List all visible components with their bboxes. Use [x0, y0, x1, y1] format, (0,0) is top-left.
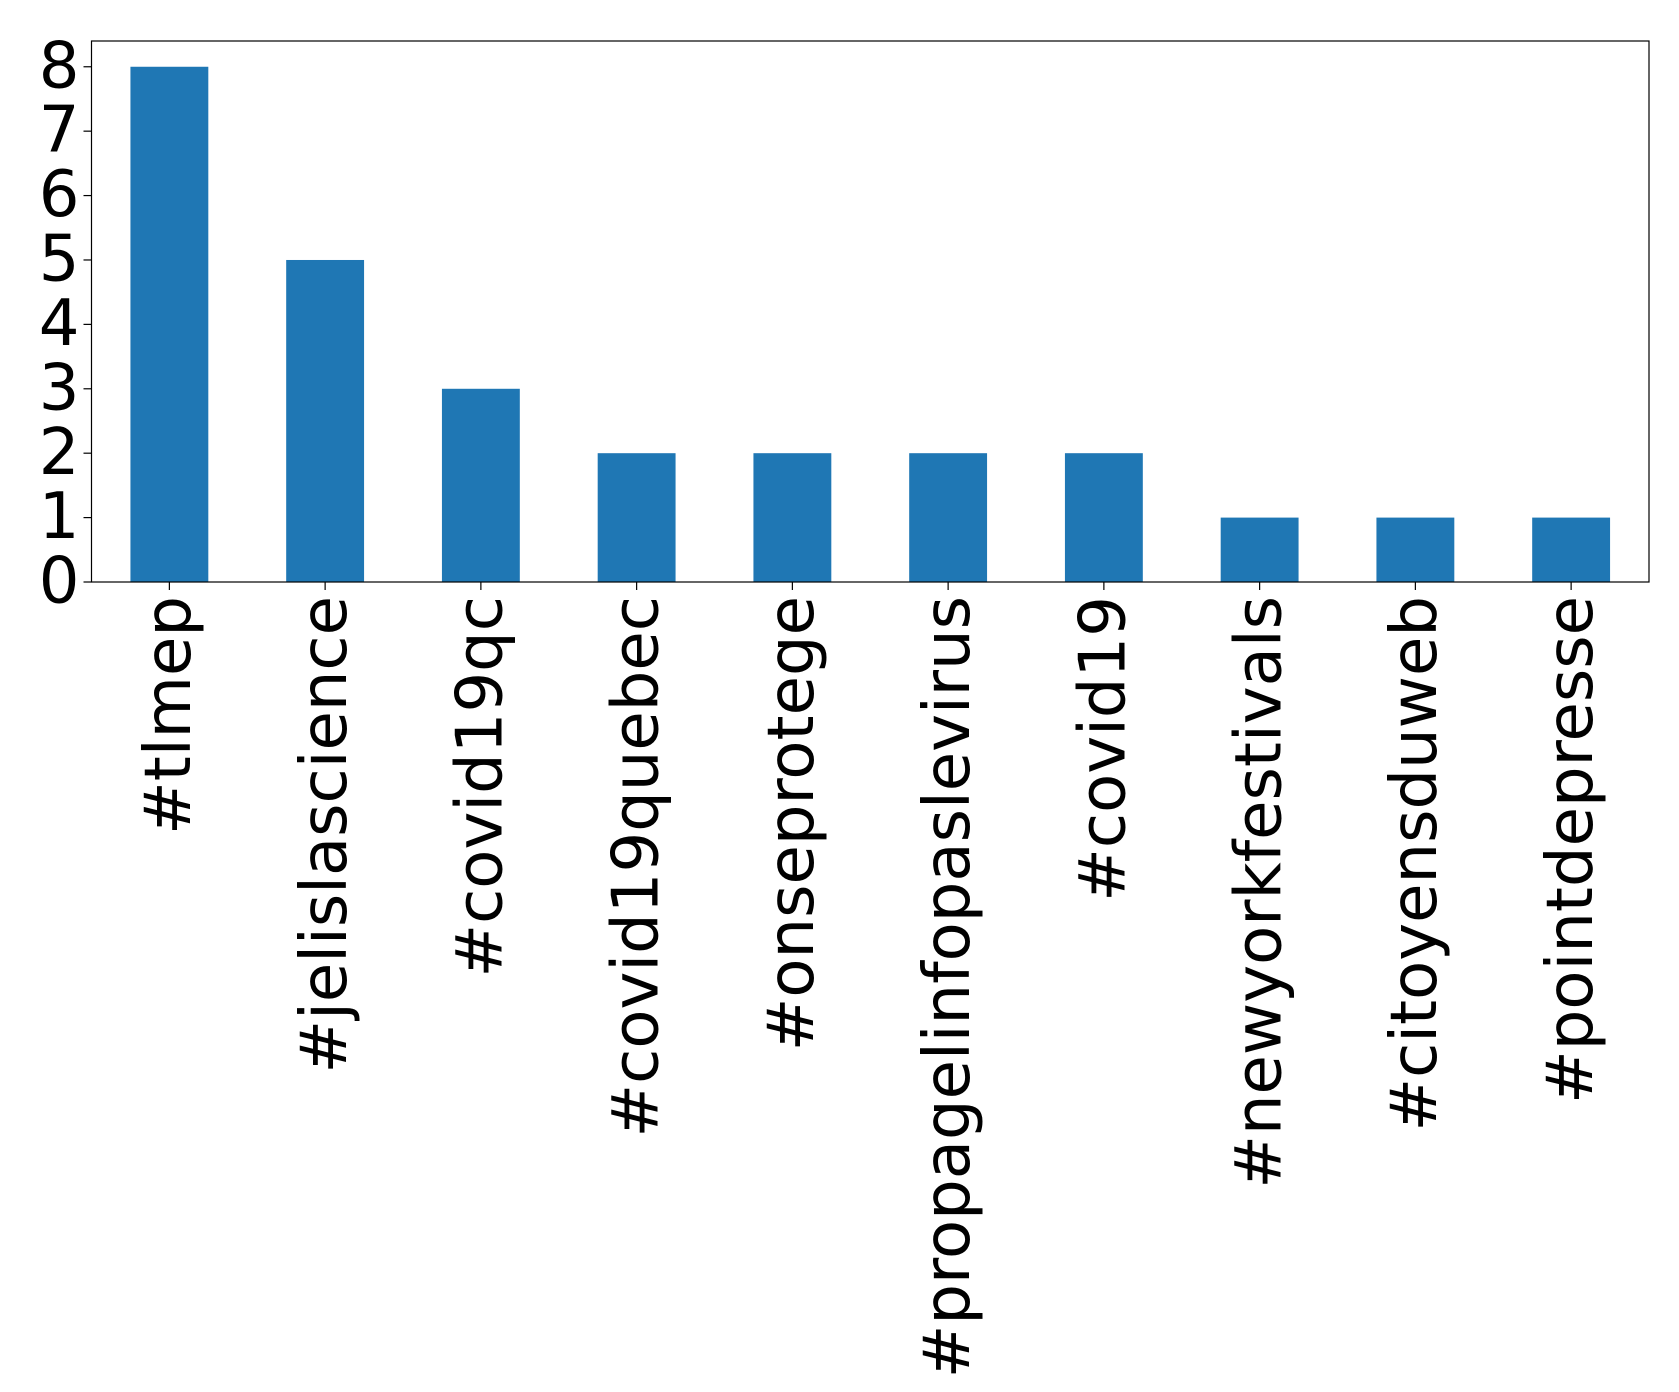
y-tick-label: 4: [39, 287, 80, 361]
y-tick-label: 6: [39, 158, 80, 232]
y-tick-label: 2: [39, 416, 80, 490]
x-tick-label: #covid19quebec: [599, 596, 673, 1137]
x-tick-label: #onseprotege: [755, 596, 829, 1051]
bar: [597, 453, 676, 582]
x-tick-label: #pointdepresse: [1534, 596, 1608, 1104]
x-tick-label: #propagelinfopaslevirus: [911, 596, 985, 1378]
bar: [1064, 453, 1143, 582]
bar: [1376, 517, 1455, 582]
x-tick-label: #citoyensduweb: [1378, 596, 1452, 1132]
bar: [753, 453, 832, 582]
y-tick-label: 5: [39, 223, 80, 297]
bar: [286, 259, 365, 582]
axes-frame: [90, 40, 1650, 583]
x-tick-label: #newyorkfestivals: [1222, 596, 1296, 1189]
bar: [909, 453, 988, 582]
bar: [130, 66, 209, 582]
y-tick-label: 8: [39, 29, 80, 103]
x-tick-label: #covid19: [1067, 596, 1141, 902]
y-tick-label: 3: [39, 351, 80, 425]
y-tick-label: 0: [39, 545, 80, 619]
bar: [441, 388, 520, 582]
x-tick-label: #covid19qc: [444, 596, 518, 978]
x-tick-label: #jelislascience: [288, 596, 362, 1074]
y-tick-label: 7: [39, 94, 80, 168]
bar: [1220, 517, 1299, 582]
bar: [1532, 517, 1611, 582]
y-tick-label: 1: [39, 480, 80, 554]
x-tick-label: #tlmep: [132, 596, 206, 835]
